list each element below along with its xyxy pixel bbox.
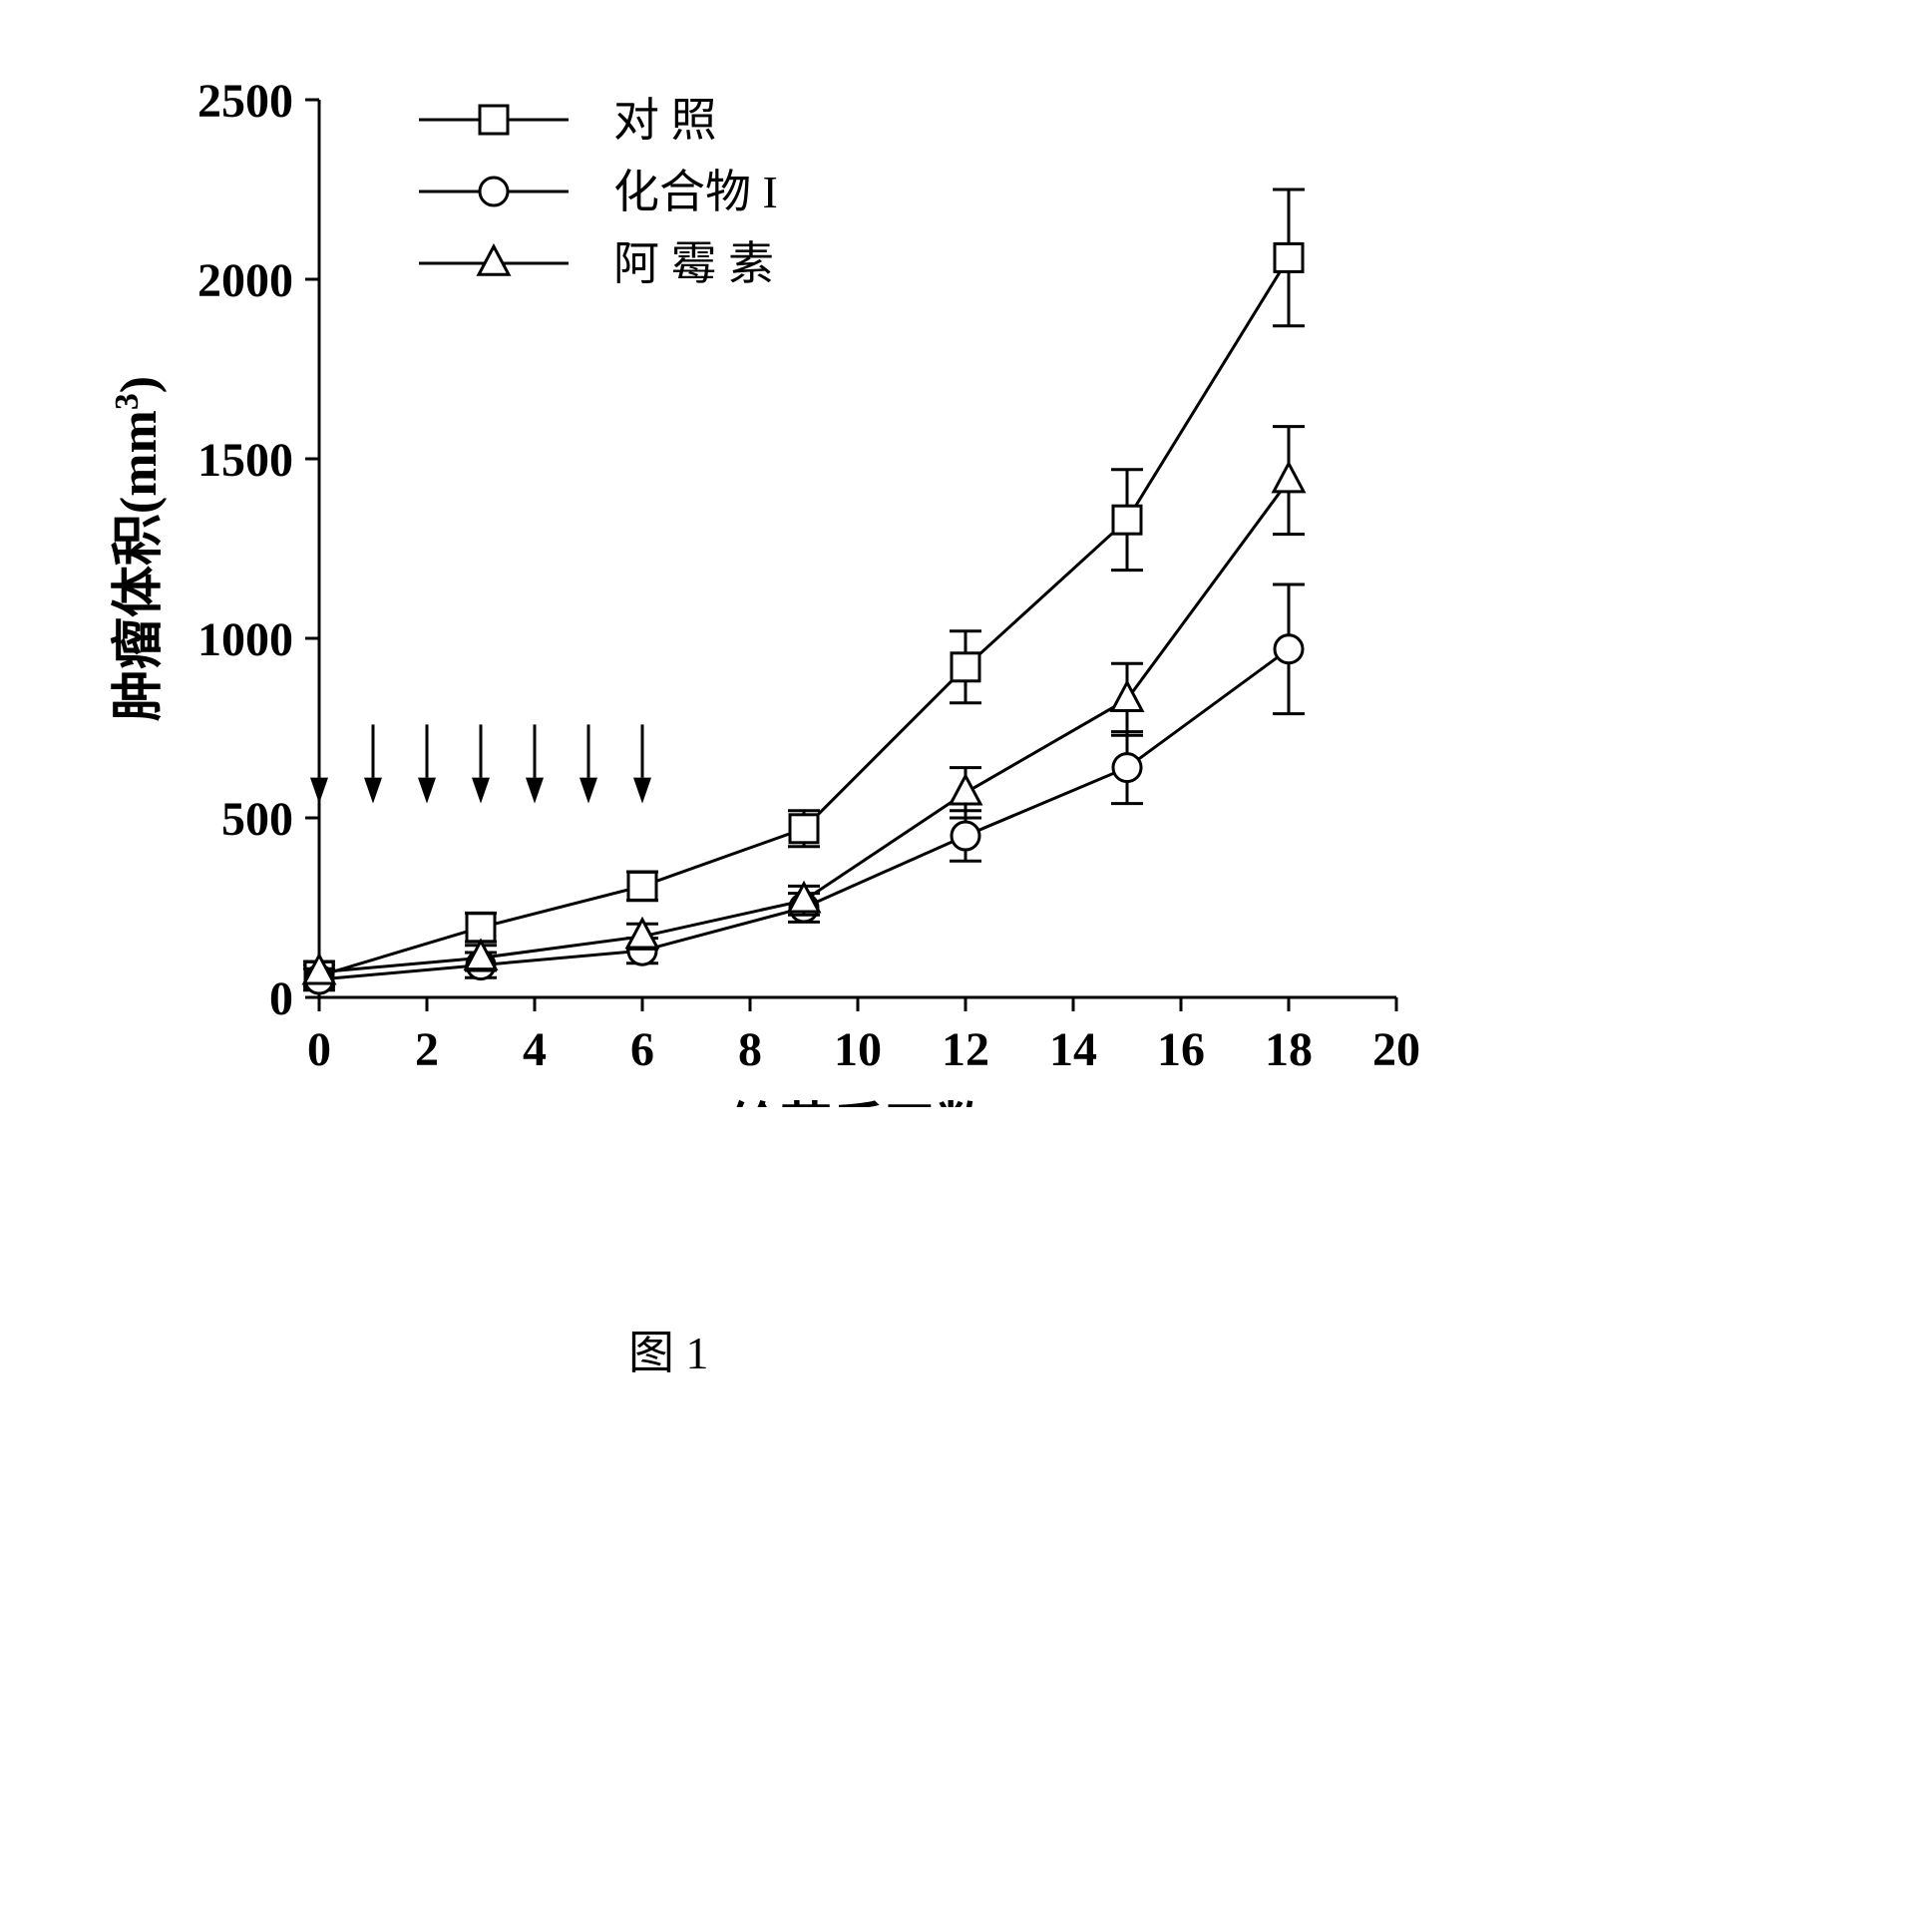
- svg-text:对 照: 对 照: [613, 95, 717, 146]
- svg-text:1500: 1500: [197, 434, 293, 487]
- svg-text:0: 0: [269, 972, 293, 1025]
- svg-text:16: 16: [1157, 1023, 1205, 1076]
- svg-text:10: 10: [834, 1023, 882, 1076]
- svg-text:0: 0: [307, 1023, 331, 1076]
- svg-text:8: 8: [738, 1023, 762, 1076]
- svg-text:2: 2: [415, 1023, 439, 1076]
- svg-text:化合物 I: 化合物 I: [613, 167, 778, 217]
- chart-container: 0 2 4 6 8 10 12 14 16 18 20 0 500 1000 1500 2000 2500 给药后…: [100, 60, 1446, 1157]
- svg-text:4: 4: [523, 1023, 547, 1076]
- figure-label: 图 1: [628, 1317, 709, 1382]
- tumor-volume-chart: 0 2 4 6 8 10 12 14 16 18 20 0 500 1000 1500 2000 2500 给药后…: [100, 60, 1446, 1107]
- svg-text:给药后天数: 给药后天数: [728, 1099, 987, 1107]
- svg-text:20: 20: [1372, 1023, 1420, 1076]
- svg-text:肿瘤体积(mm3): 肿瘤体积(mm3): [109, 376, 169, 721]
- svg-text:18: 18: [1265, 1023, 1313, 1076]
- svg-text:14: 14: [1049, 1023, 1097, 1076]
- svg-text:12: 12: [942, 1023, 989, 1076]
- svg-text:6: 6: [630, 1023, 654, 1076]
- svg-text:1000: 1000: [197, 613, 293, 666]
- svg-text:2500: 2500: [197, 75, 293, 128]
- svg-text:500: 500: [221, 793, 293, 846]
- svg-text:阿 霉 素: 阿 霉 素: [613, 238, 774, 289]
- svg-text:2000: 2000: [197, 254, 293, 307]
